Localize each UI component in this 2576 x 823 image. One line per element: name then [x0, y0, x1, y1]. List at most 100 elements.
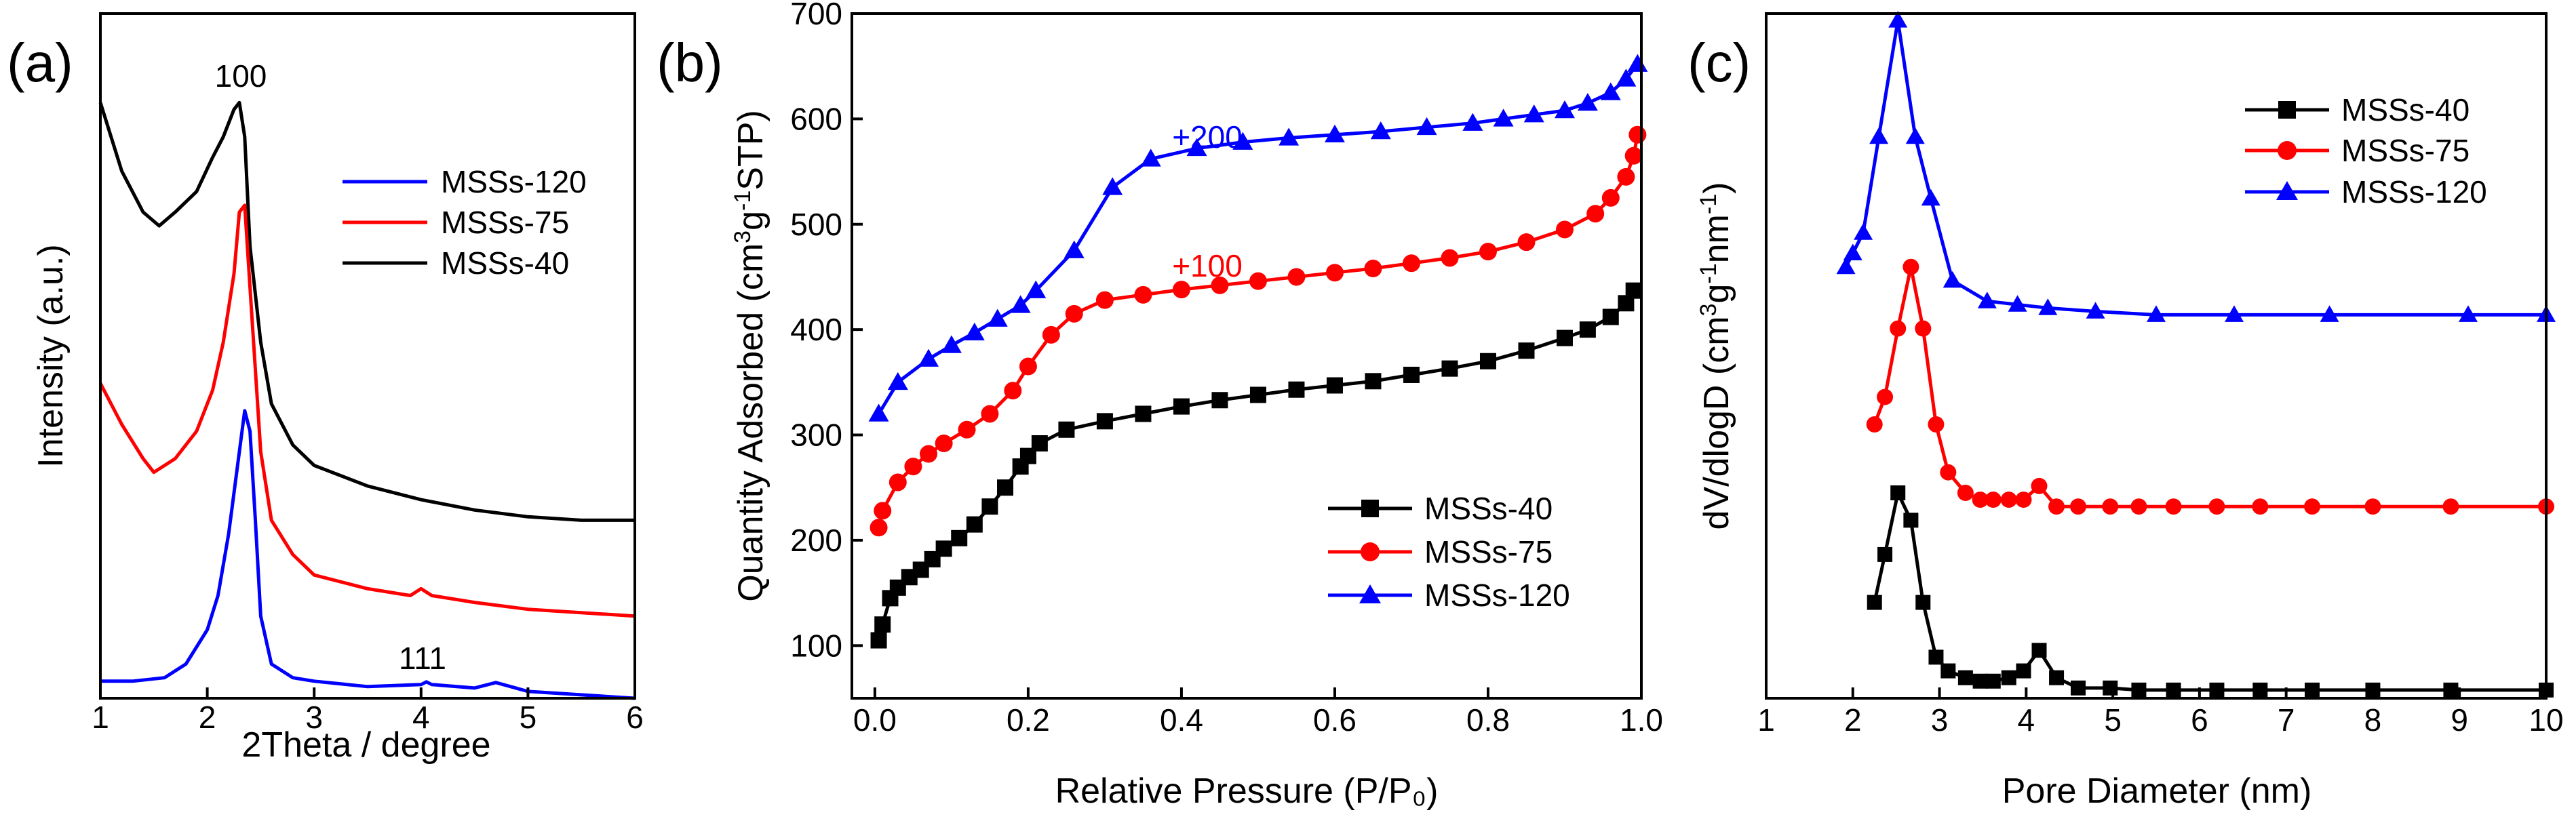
x-tick-label: 1 [92, 700, 109, 735]
legend-label-mss-120: MSSs-120 [441, 164, 587, 199]
panel-a-annotation-100: 100 [215, 58, 267, 94]
data-point-msss-75 [1902, 258, 1919, 275]
data-point-msss-75 [2304, 498, 2320, 515]
data-point-msss-75 [889, 473, 907, 491]
data-point-msss-40 [1877, 546, 1893, 562]
data-point-msss-75 [1586, 205, 1605, 223]
data-point-msss-40 [2031, 643, 2047, 658]
data-point-msss-40 [981, 498, 998, 515]
y-tick-label: 100 [790, 628, 842, 663]
annotation-plus-200: +200 [1172, 119, 1243, 155]
data-point-msss-40 [951, 529, 968, 546]
x-tick-label: 1 [1757, 702, 1775, 738]
data-point-msss-120 [2320, 305, 2339, 322]
data-point-msss-40 [2049, 670, 2065, 685]
data-point-msss-40 [1903, 513, 1919, 528]
panel-label-a: (a) [7, 33, 73, 93]
data-point-msss-75 [1624, 146, 1643, 165]
data-point-msss-40 [1602, 308, 1619, 325]
legend-marker-circle [1361, 542, 1380, 561]
legend-marker-triangle [1359, 584, 1381, 603]
data-point-msss-120 [1232, 132, 1253, 150]
panel-label-c: (c) [1687, 33, 1751, 93]
data-point-msss-75 [2208, 498, 2225, 515]
x-tick-label: 2 [199, 700, 216, 735]
legend-label-mss-120: MSSs-120 [2341, 174, 2487, 209]
data-point-msss-75 [2364, 498, 2381, 515]
data-point-msss-75 [1249, 272, 1267, 290]
data-point-msss-75 [2442, 498, 2459, 515]
data-point-msss-75 [2130, 498, 2147, 515]
data-point-msss-75 [904, 458, 922, 476]
legend-marker-circle [2278, 141, 2297, 160]
panel-a: (a) 1 2 3 4 5 6 2Theta / degree Intensity (a.… [7, 12, 644, 765]
data-point-msss-120 [887, 372, 908, 390]
data-point-msss-75 [1628, 125, 1647, 144]
data-point-msss-120 [2086, 302, 2105, 319]
panel-b-legend: MSSs-40 MSSs-75 MSSs-120 [1328, 491, 1570, 613]
panel-a-frame [99, 12, 636, 700]
data-point-msss-40 [1867, 595, 1882, 610]
data-point-msss-40 [1579, 321, 1596, 338]
data-point-msss-120 [1102, 177, 1123, 195]
data-point-msss-120 [1026, 280, 1047, 298]
x-tick-label: 0.2 [1007, 702, 1050, 738]
data-point-msss-40 [1556, 329, 1573, 346]
data-point-msss-120 [1836, 257, 1856, 275]
y-tick-label: 200 [790, 523, 842, 558]
data-point-msss-120 [1416, 117, 1437, 136]
x-tick-label: 0.4 [1160, 702, 1203, 738]
data-point-msss-75 [2165, 498, 2182, 515]
data-point-msss-75 [1441, 249, 1459, 267]
legend-label-mss-75: MSSs-75 [2341, 133, 2470, 168]
data-point-msss-120 [2008, 295, 2027, 312]
data-point-msss-75 [1985, 491, 2002, 508]
data-point-msss-120 [1577, 93, 1598, 111]
data-point-msss-120 [1554, 100, 1575, 119]
panel-b-x-axis-title: Relative Pressure (P/P₀) [1055, 771, 1439, 811]
data-point-msss-40 [1518, 342, 1535, 359]
y-tick-label: 500 [790, 207, 842, 242]
data-point-msss-75 [874, 502, 892, 520]
panel-b-ticks: 0.0 0.2 0.4 0.6 0.8 1.0 100 200 300 400 500 600 700 [790, 0, 1663, 738]
y-tick-label: 400 [790, 312, 842, 347]
data-point-msss-120 [1523, 104, 1544, 123]
panel-a-x-axis-title: 2Theta / degree [241, 725, 490, 765]
panel-c-legend: MSSs-40 MSSs-75 MSSs-120 [2245, 92, 2487, 209]
data-point-msss-40 [1365, 373, 1382, 390]
data-point-msss-40 [1403, 366, 1420, 383]
data-point-msss-75 [2102, 498, 2119, 515]
data-point-msss-40 [2071, 680, 2086, 696]
legend-label-mss-75: MSSs-75 [441, 205, 569, 240]
data-point-msss-40 [2001, 670, 2016, 685]
annotation-plus-100: +100 [1172, 248, 1243, 283]
data-point-msss-75 [1517, 233, 1536, 252]
data-point-msss-120 [2459, 305, 2478, 322]
panel-b-frame [851, 12, 1643, 700]
panel-b-plot-area [868, 54, 1648, 649]
data-point-msss-75 [958, 420, 976, 439]
data-point-msss-75 [1928, 416, 1945, 433]
panel-a-plot-area [98, 100, 636, 700]
data-point-msss-120 [1063, 240, 1085, 258]
legend-marker-square [1361, 500, 1379, 517]
x-tick-label: 6 [626, 700, 644, 735]
y-tick-label: 300 [790, 418, 842, 453]
series-line-msss-75 [1873, 265, 2546, 508]
x-tick-label: 0.8 [1466, 702, 1510, 738]
data-point-msss-40 [1915, 595, 1931, 610]
data-point-msss-75 [2015, 491, 2032, 508]
data-point-msss-75 [2070, 498, 2086, 515]
data-point-msss-120 [1324, 124, 1345, 142]
data-point-msss-120 [2225, 305, 2244, 322]
data-point-msss-40 [1288, 381, 1305, 398]
y-tick-label: 600 [790, 101, 842, 136]
data-point-msss-40 [2103, 680, 2118, 696]
series-line-msss-40 [1873, 491, 2546, 692]
data-point-msss-75 [1364, 260, 1382, 278]
x-tick-label: 5 [2104, 702, 2122, 738]
data-point-msss-120 [1140, 148, 1161, 167]
data-point-msss-75 [1940, 464, 1957, 481]
data-point-msss-40 [1058, 421, 1075, 438]
